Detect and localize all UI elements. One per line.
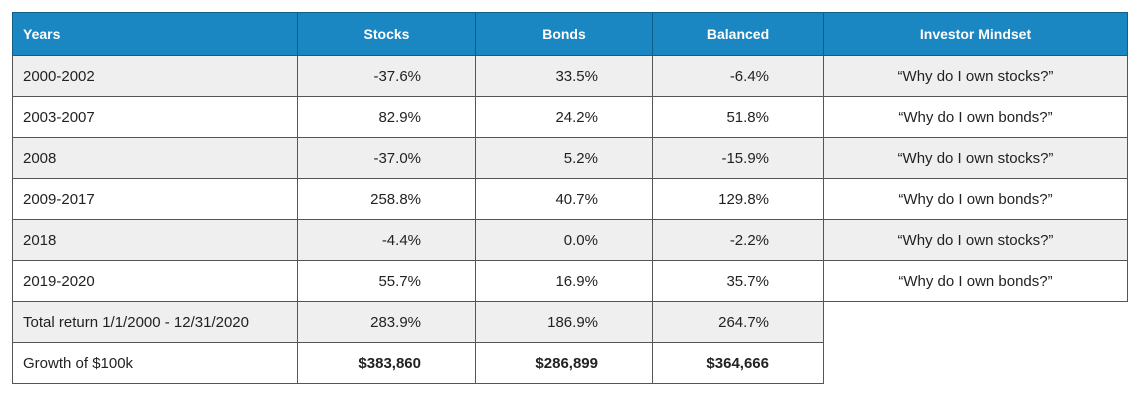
- table-row: 2003-2007 82.9% 24.2% 51.8% “Why do I own bo…: [12, 96, 1128, 138]
- years-cell: 2008: [12, 137, 298, 179]
- table-row: 2000-2002 -37.6% 33.5% -6.4% “Why do I own s…: [12, 55, 1128, 97]
- header-stocks: Stocks: [297, 12, 476, 56]
- header-investor-mindset: Investor Mindset: [823, 12, 1128, 56]
- bonds-cell: 40.7%: [475, 178, 653, 220]
- table-row: 2019-2020 55.7% 16.9% 35.7% “Why do I own bo…: [12, 260, 1128, 302]
- investor-mindset-cell: “Why do I own stocks?”: [823, 137, 1128, 179]
- table-row: 2009-2017 258.8% 40.7% 129.8% “Why do I own …: [12, 178, 1128, 220]
- stocks-cell: -4.4%: [297, 219, 476, 261]
- stocks-cell: 283.9%: [297, 301, 476, 343]
- stocks-cell: 258.8%: [297, 178, 476, 220]
- returns-table-container: Years Stocks Bonds Balanced Investor Min…: [12, 12, 1128, 384]
- years-cell: 2003-2007: [12, 96, 298, 138]
- table-row: Total return 1/1/2000 - 12/31/2020 283.9%…: [12, 301, 1128, 343]
- bonds-cell: 0.0%: [475, 219, 653, 261]
- table-row: 2008 -37.0% 5.2% -15.9% “Why do I own stocks…: [12, 137, 1128, 179]
- balanced-cell: 264.7%: [652, 301, 824, 343]
- years-cell: 2018: [12, 219, 298, 261]
- investor-mindset-cell: “Why do I own bonds?”: [823, 178, 1128, 220]
- investor-mindset-cell: “Why do I own bonds?”: [823, 260, 1128, 302]
- bonds-cell: 186.9%: [475, 301, 653, 343]
- balanced-cell: 51.8%: [652, 96, 824, 138]
- investor-mindset-cell: “Why do I own stocks?”: [823, 55, 1128, 97]
- stocks-cell: 82.9%: [297, 96, 476, 138]
- bonds-cell: 24.2%: [475, 96, 653, 138]
- bonds-cell: 16.9%: [475, 260, 653, 302]
- balanced-cell: 35.7%: [652, 260, 824, 302]
- returns-table: Years Stocks Bonds Balanced Investor Min…: [12, 12, 1128, 384]
- stocks-cell: $383,860: [297, 342, 476, 384]
- years-cell: 2009-2017: [12, 178, 298, 220]
- stocks-cell: 55.7%: [297, 260, 476, 302]
- years-cell: Total return 1/1/2000 - 12/31/2020: [12, 301, 298, 343]
- bonds-cell: 33.5%: [475, 55, 653, 97]
- years-cell: Growth of $100k: [12, 342, 298, 384]
- stocks-cell: -37.0%: [297, 137, 476, 179]
- balanced-cell: 129.8%: [652, 178, 824, 220]
- balanced-cell: $364,666: [652, 342, 824, 384]
- investor-mindset-cell: [823, 342, 1128, 384]
- table-row: Growth of $100k $383,860 $286,899 $364,666: [12, 342, 1128, 384]
- years-cell: 2019-2020: [12, 260, 298, 302]
- bonds-cell: 5.2%: [475, 137, 653, 179]
- stocks-cell: -37.6%: [297, 55, 476, 97]
- investor-mindset-cell: “Why do I own stocks?”: [823, 219, 1128, 261]
- balanced-cell: -2.2%: [652, 219, 824, 261]
- bonds-cell: $286,899: [475, 342, 653, 384]
- header-balanced: Balanced: [652, 12, 824, 56]
- investor-mindset-cell: “Why do I own bonds?”: [823, 96, 1128, 138]
- years-cell: 2000-2002: [12, 55, 298, 97]
- header-row: Years Stocks Bonds Balanced Investor Min…: [12, 12, 1128, 56]
- investor-mindset-cell: [823, 301, 1128, 343]
- header-bonds: Bonds: [475, 12, 653, 56]
- table-row: 2018 -4.4% 0.0% -2.2% “Why do I own stocks?”: [12, 219, 1128, 261]
- balanced-cell: -15.9%: [652, 137, 824, 179]
- balanced-cell: -6.4%: [652, 55, 824, 97]
- header-years: Years: [12, 12, 298, 56]
- table-body: 2000-2002 -37.6% 33.5% -6.4% “Why do I own s…: [12, 55, 1128, 384]
